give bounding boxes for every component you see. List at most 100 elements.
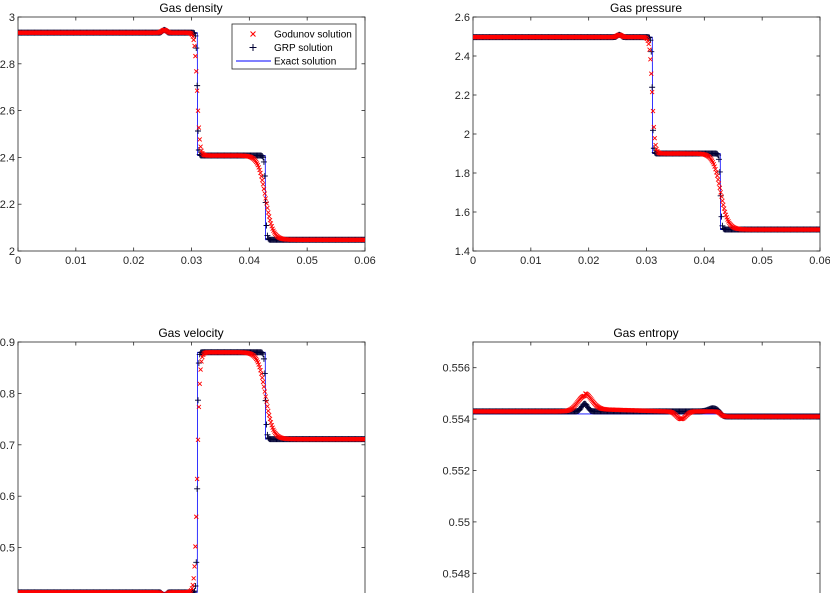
chart-title: Gas entropy	[613, 326, 678, 340]
x-tick-label: 0	[470, 255, 476, 267]
x-tick-label: 0.04	[694, 255, 715, 267]
grp-point	[263, 421, 270, 428]
godunov-point	[267, 416, 273, 422]
godunov-point	[816, 227, 820, 232]
legend-label-godunov: Godunov solution	[274, 30, 352, 41]
x-tick-label: 0.05	[296, 255, 317, 267]
y-tick-label: 0.9	[0, 337, 15, 349]
godunov-point	[260, 182, 266, 187]
y-tick-label: 2.6	[455, 12, 470, 24]
godunov-point	[258, 170, 263, 176]
godunov-point	[714, 173, 720, 179]
x-tick-label: 0	[15, 255, 21, 267]
grp-point	[259, 349, 266, 356]
godunov-point	[199, 359, 204, 364]
y-tick-label: 0.8	[0, 388, 15, 400]
godunov-point	[264, 200, 269, 206]
grp-point	[194, 82, 201, 89]
y-tick-label: 1.8	[455, 168, 470, 180]
grp-point	[260, 351, 267, 358]
godunov-point	[265, 205, 270, 211]
x-tick-label: 0.04	[239, 255, 260, 267]
grp-point	[715, 152, 722, 159]
godunov-point	[815, 227, 820, 232]
y-tick-label: 0.55	[449, 517, 470, 529]
legend: Godunov solution GRP solution Exact solu…	[231, 23, 357, 70]
godunov-point	[262, 191, 268, 196]
grp-point	[259, 152, 266, 159]
plot-area-pressure: 0 0.01 0.02 0.03 0.04 0.05 0.06 1.4 1.6 1.8 2 2.2 2.…	[455, 12, 830, 267]
godunov-point	[712, 164, 717, 169]
y-tick-label: 0.6	[0, 491, 15, 503]
godunov-point	[190, 34, 196, 39]
y-tick-label: 0.5	[0, 543, 15, 555]
y-tick-label: 2.4	[455, 51, 470, 63]
godunov-point	[259, 375, 265, 380]
panel-entropy: Gas entropy 00.010.020.030.040.050.060.5…	[442, 326, 821, 593]
grp-point	[718, 213, 725, 220]
y-tick-label: 0.556	[442, 363, 470, 375]
grp-point	[264, 431, 271, 438]
y-tick-label: 1.6	[455, 207, 470, 219]
godunov-point	[189, 586, 195, 591]
godunov-point	[193, 544, 198, 549]
godunov-point	[817, 414, 820, 419]
godunov-point	[816, 414, 820, 419]
grp-point	[715, 156, 722, 163]
x-tick-label: 0.06	[809, 255, 830, 267]
axes-box	[472, 341, 821, 593]
x-tick-label: 0.06	[354, 255, 375, 267]
plot-area-entropy: 00.010.020.030.040.050.060.5480.550.5520…	[442, 341, 821, 593]
godunov-point	[646, 41, 651, 47]
chart-title: Gas velocity	[158, 326, 223, 340]
y-tick-label: 0.552	[442, 466, 470, 478]
grp-point	[719, 222, 726, 229]
y-tick-label: 2.2	[455, 90, 470, 102]
y-tick-label: 0.554	[442, 414, 470, 426]
grp-point	[195, 360, 202, 367]
godunov-point	[193, 53, 198, 59]
godunov-point	[360, 237, 365, 243]
godunov-point	[362, 436, 365, 442]
godunov-point	[195, 108, 201, 114]
grp-point	[264, 232, 271, 239]
grp-point	[646, 34, 653, 41]
godunov-point	[648, 71, 654, 77]
godunov-point	[360, 436, 365, 442]
panel-pressure: Gas pressure 0 0.01 0.02 0.03 0.04 0.05 0.06 1.…	[455, 1, 830, 267]
y-tick-label: 2.4	[0, 152, 15, 164]
axes-box	[17, 341, 366, 593]
series-group	[18, 26, 365, 243]
godunov-point	[198, 367, 203, 372]
grp-point	[191, 588, 198, 593]
godunov-point	[261, 186, 267, 192]
godunov-point	[714, 169, 719, 175]
x-tick-label: 0.01	[65, 255, 86, 267]
godunov-point	[817, 227, 820, 232]
godunov-point	[158, 590, 164, 593]
grp-point	[260, 355, 267, 362]
godunov-point	[266, 214, 272, 219]
x-tick-label: 0.01	[520, 255, 541, 267]
y-tick-label: 2	[9, 246, 15, 258]
grp-point	[195, 397, 202, 404]
x-tick-label: 0.05	[751, 255, 772, 267]
godunov-point	[261, 384, 267, 389]
godunov-point	[193, 514, 199, 520]
series-group	[473, 31, 820, 233]
godunov-point	[196, 404, 202, 410]
grp-point	[261, 370, 268, 377]
godunov-point	[264, 399, 269, 404]
godunov-point	[193, 69, 199, 74]
godunov-point	[265, 404, 270, 409]
grp-point	[260, 154, 267, 161]
grp-point	[261, 173, 268, 179]
godunov-point	[678, 416, 684, 422]
grp-point	[716, 168, 723, 175]
y-tick-label: 2.6	[0, 106, 15, 118]
godunov-point	[723, 212, 729, 218]
panel-velocity: Gas velocity 00.010.020.030.040.050.060.…	[0, 326, 366, 593]
godunov-point	[716, 181, 722, 186]
legend-marker-godunov	[250, 31, 256, 37]
